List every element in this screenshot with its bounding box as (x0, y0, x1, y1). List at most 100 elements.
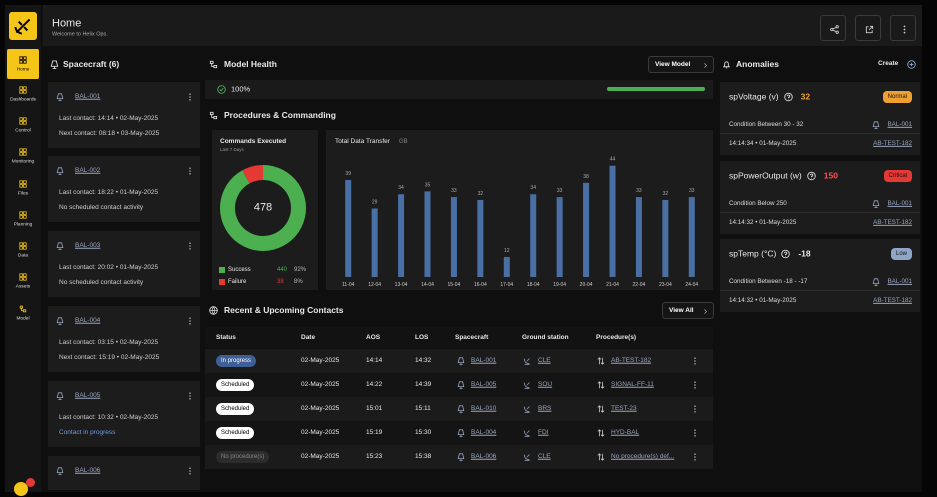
legend-label: Success (228, 267, 251, 273)
nav-label[interactable]: Home (16, 67, 30, 73)
icon (19, 117, 27, 125)
button-label: View Model (655, 60, 691, 68)
nav-label[interactable]: Control (15, 128, 31, 134)
contact-line: Next contact: 15:19 • 02-May-2025 (59, 353, 160, 361)
procedure-link[interactable]: AB-TEST-182 (873, 218, 912, 226)
icon (524, 454, 530, 461)
spacecraft-link[interactable]: BAL-001 (471, 356, 497, 364)
nav-label[interactable]: Planning (13, 222, 33, 228)
spacecraft-link[interactable]: BAL-001 (887, 199, 912, 207)
bar-card (326, 130, 713, 290)
spacecraft-card[interactable]: BAL-006 (48, 456, 200, 490)
ground-station-link[interactable]: FDI (538, 428, 549, 436)
icon (906, 59, 916, 69)
ground-station-link[interactable]: CLE (538, 452, 551, 460)
spacecraft-link[interactable]: BAL-001 (887, 277, 912, 285)
icon (216, 84, 226, 94)
icon (189, 167, 191, 175)
procedure-link[interactable]: TEST-23 (611, 404, 637, 412)
spacecraft-name[interactable]: BAL-003 (75, 241, 101, 249)
icon (189, 467, 191, 475)
ground-station-link[interactable]: SOU (538, 380, 553, 388)
spacecraft-name[interactable]: BAL-002 (75, 166, 101, 174)
icon (783, 92, 793, 102)
contact-line: Last contact: 20:02 • 01-May-2025 (59, 263, 159, 271)
icon (597, 429, 605, 437)
spacecraft-card[interactable]: BAL-004 Last contact: 03:15 • 02-May-2025… (48, 306, 200, 372)
legend-value: 440 (277, 267, 288, 273)
spacecraft-name[interactable]: BAL-005 (75, 391, 101, 399)
status-badge: Low (890, 248, 912, 260)
spacecraft-name[interactable]: BAL-006 (75, 466, 101, 474)
nav-label[interactable]: Data (17, 253, 29, 259)
user-avatar[interactable] (14, 482, 28, 496)
icon (19, 148, 27, 156)
column-header: AOS (366, 333, 381, 341)
spacecraft-link[interactable]: BAL-005 (471, 380, 497, 388)
nav-label[interactable]: Monitoring (11, 159, 35, 165)
icon (703, 308, 707, 314)
spacecraft-link[interactable]: BAL-004 (471, 428, 497, 436)
procedure-link[interactable]: AB-TEST-182 (873, 139, 912, 147)
nav-label[interactable]: Assets (15, 284, 31, 290)
header-button[interactable] (820, 15, 846, 41)
icon (19, 273, 27, 281)
procedure-link[interactable]: No procedure(s) def... (611, 452, 675, 460)
spacecraft-link[interactable]: BAL-006 (471, 452, 497, 460)
button[interactable]: View All (662, 302, 714, 319)
spacecraft-card[interactable]: BAL-003 Last contact: 20:02 • 01-May-2025… (48, 231, 200, 297)
nav-label[interactable]: Model (16, 316, 30, 322)
icon (872, 278, 880, 286)
button[interactable]: View Model (648, 56, 714, 73)
icon (19, 56, 27, 64)
procedure-link[interactable]: SIGNAL-FF-11 (611, 380, 654, 388)
table-cell: 14:39 (415, 380, 432, 388)
table-cell: 15:19 (366, 428, 383, 436)
procedure-link[interactable]: AB-TEST-182 (873, 296, 912, 304)
icon (872, 200, 880, 208)
icon (14, 18, 31, 35)
icon (694, 429, 696, 437)
nav-label[interactable]: Files (17, 191, 29, 197)
icon (56, 93, 64, 101)
icon (597, 405, 605, 413)
icon (208, 305, 218, 315)
anomaly-card[interactable]: spPowerOutput (w) 150 Critical Condition Be… (720, 161, 920, 234)
procedure-link[interactable]: HYD-BAL (611, 428, 640, 436)
icon (56, 242, 64, 250)
legend-percent: 8% (294, 279, 303, 285)
create-button[interactable]: Create (878, 59, 899, 67)
table-cell: 15:38 (415, 452, 432, 460)
legend-percent: 92% (294, 267, 307, 273)
button-label: View All (669, 306, 694, 314)
header-button[interactable] (855, 15, 881, 41)
notification-dot (26, 478, 35, 487)
header-button[interactable] (890, 15, 916, 41)
anomaly-card[interactable]: spVoltage (v) 32 Normal Condition Between 3… (720, 82, 920, 155)
nav-label[interactable]: Dashboards (10, 97, 36, 103)
spacecraft-card[interactable]: BAL-005 Last contact: 10:32 • 02-May-2025… (48, 381, 200, 447)
spacecraft-name[interactable]: BAL-001 (75, 92, 101, 100)
chart-title: Commands Executed (220, 137, 287, 145)
status-badge: Scheduled (216, 427, 255, 439)
contact-line: Last contact: 03:15 • 02-May-2025 (59, 338, 159, 346)
contact-line: No scheduled contact activity (59, 278, 144, 286)
chart-title: Total Data Transfer (335, 137, 390, 145)
column-header: Spacecraft (455, 333, 489, 341)
spacecraft-name[interactable]: BAL-004 (75, 316, 101, 324)
legend-swatch (219, 279, 225, 285)
section-title: Spacecraft (6) (63, 58, 120, 69)
spacecraft-card[interactable]: BAL-002 Last contact: 18:22 • 01-May-2025… (48, 156, 200, 222)
spacecraft-card[interactable]: BAL-001 Last contact: 14:14 • 02-May-2025… (48, 82, 200, 148)
health-bar (607, 87, 705, 91)
icon (457, 357, 465, 365)
icon (524, 430, 530, 437)
anomaly-value: 150 (823, 170, 838, 181)
ground-station-link[interactable]: BRS (538, 404, 552, 412)
spacecraft-link[interactable]: BAL-010 (471, 404, 497, 412)
spacecraft-link[interactable]: BAL-001 (887, 120, 912, 128)
procedure-link[interactable]: AB-TEST-182 (611, 356, 652, 364)
ground-station-link[interactable]: CLE (538, 356, 551, 364)
icon (694, 405, 696, 413)
anomaly-card[interactable]: spTemp (°C) -18 Low Condition Between -18 -… (720, 239, 920, 312)
